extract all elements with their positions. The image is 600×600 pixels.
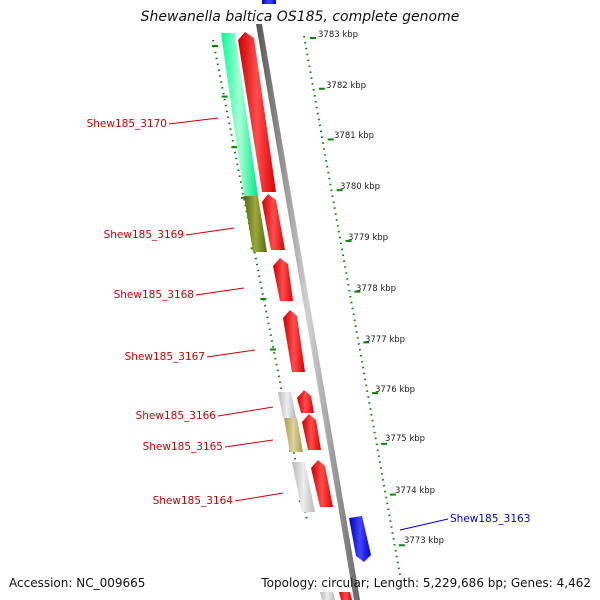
forward-gene-arrow [339,592,352,600]
gene-block-3170[interactable] [221,33,258,196]
gene-label-3166[interactable]: Shew185_3166 [136,410,217,422]
scale-label: 3777 kbp [365,335,405,345]
gene-block-3164[interactable] [292,462,315,512]
forward-gene-arrow[interactable] [262,194,285,250]
label-leader-3167 [206,349,256,358]
genome-backbone [256,24,360,600]
forward-gene-arrow[interactable] [238,32,276,192]
gene-block-3166[interactable] [278,392,296,418]
gene-label-3163[interactable]: Shew185_3163 [450,513,530,525]
label-leader-3165 [224,439,274,448]
forward-gene-arrow[interactable] [302,414,321,450]
scale-label: 3782 kbp [326,81,366,91]
scale-label: 3775 kbp [385,434,425,444]
scale-label: 3776 kbp [375,385,415,395]
forward-gene-arrow[interactable] [283,310,305,372]
label-leader-3163 [399,518,449,531]
map-title: Shewanella baltica OS185, complete genom… [140,9,460,25]
genome-summary-text: Topology: circular; Length: 5,229,686 bp… [261,576,591,590]
gene-label-3164[interactable]: Shew185_3164 [153,495,234,507]
scale-label: 3780 kbp [340,182,380,192]
accession-text: Accession: NC_009665 [9,576,146,590]
label-leader-3170 [168,117,219,125]
label-leader-3166 [217,406,274,417]
forward-gene-arrow[interactable] [273,258,293,301]
gene-block-3169[interactable] [244,196,267,252]
label-leader-3168 [195,287,245,296]
scale-label: 3779 kbp [348,233,388,243]
outer-dotted-ring [303,35,401,576]
forward-gene-arrow[interactable] [297,390,314,413]
reverse-gene-arrow[interactable] [262,0,276,4]
label-leader-3169 [185,227,235,236]
scale-label: 3773 kbp [404,536,444,546]
gene-label-3169[interactable]: Shew185_3169 [104,229,184,241]
gene-label-3167[interactable]: Shew185_3167 [125,351,205,363]
gene-block-3165[interactable] [284,418,303,452]
gene-label-3165[interactable]: Shew185_3165 [143,441,223,453]
reverse-gene-arrow[interactable] [349,516,371,562]
scale-label: 3781 kbp [334,131,374,141]
scale-label: 3774 kbp [395,486,435,496]
gene-block-bottom-grey [320,592,335,600]
forward-gene-arrow[interactable] [311,460,333,507]
gene-label-3170[interactable]: Shew185_3170 [87,118,167,130]
label-leader-3164 [234,492,284,502]
scale-label: 3778 kbp [356,284,396,294]
scale-label: 3783 kbp [318,30,358,40]
gene-label-3168[interactable]: Shew185_3168 [114,289,194,301]
